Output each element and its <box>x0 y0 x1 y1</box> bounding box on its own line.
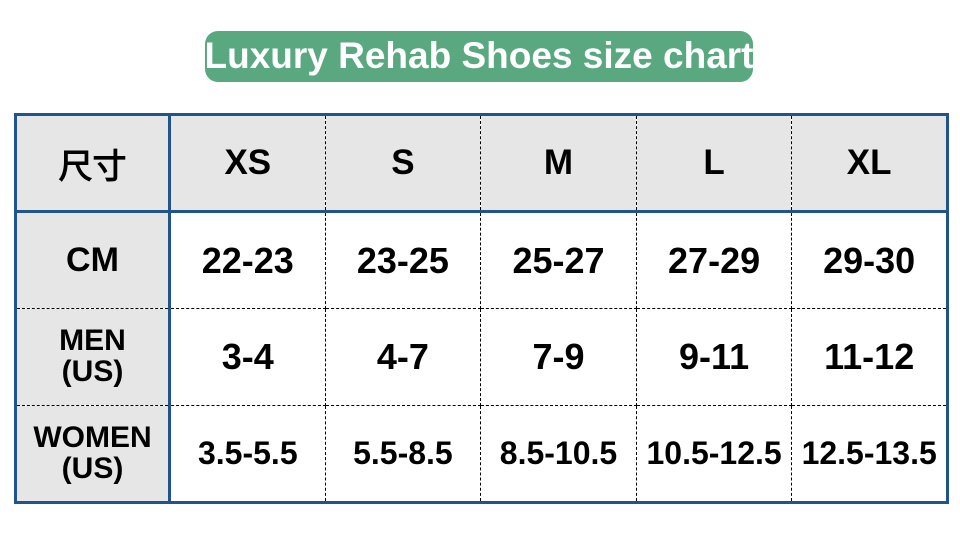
column-header-s: S <box>324 113 482 213</box>
column-header-m: M <box>480 113 637 213</box>
header-row: 尺寸 XS S M L XL <box>14 113 949 213</box>
row-label-men-line1: MEN <box>59 324 126 358</box>
size-value-cell: 3-4 <box>169 308 326 406</box>
title-banner: Luxury Rehab Shoes size chart <box>204 31 754 82</box>
size-value-cell: 29-30 <box>791 211 949 309</box>
page-title: Luxury Rehab Shoes size chart <box>204 34 754 76</box>
size-value-cell: 9-11 <box>635 308 793 406</box>
row-label-men-line2: (US) <box>61 355 124 388</box>
size-value-cell: 22-23 <box>169 211 326 309</box>
column-header-xl: XL <box>791 113 949 213</box>
size-value-cell: 3.5-5.5 <box>169 405 326 504</box>
size-value-cell: 27-29 <box>635 211 793 309</box>
size-value-cell: 8.5-10.5 <box>480 405 637 504</box>
size-chart-table: 尺寸 XS S M L XL CM 22-23 23-25 25-27 27-2… <box>14 113 949 504</box>
row-label-women: WOMEN (US) <box>14 405 171 504</box>
column-header-size: 尺寸 <box>14 113 171 213</box>
column-header-l: L <box>635 113 793 213</box>
size-value-cell: 12.5-13.5 <box>791 405 949 504</box>
size-value-cell: 10.5-12.5 <box>635 405 793 504</box>
row-label-men: MEN (US) <box>14 308 171 406</box>
row-label-women-line2: (US) <box>61 451 124 485</box>
size-value-cell: 7-9 <box>480 308 637 406</box>
row-label-women-line1: WOMEN <box>33 420 152 454</box>
size-value-cell: 11-12 <box>791 308 949 406</box>
table-row-women: WOMEN (US) 3.5-5.5 5.5-8.5 8.5-10.5 10.5… <box>14 405 949 504</box>
table-row-men: MEN (US) 3-4 4-7 7-9 9-11 11-12 <box>14 308 949 406</box>
size-value-cell: 4-7 <box>324 308 482 406</box>
column-header-xs: XS <box>169 113 326 213</box>
size-value-cell: 5.5-8.5 <box>324 405 482 504</box>
size-value-cell: 23-25 <box>324 211 482 309</box>
row-label-cm: CM <box>14 211 171 309</box>
size-value-cell: 25-27 <box>480 211 637 309</box>
table-row-cm: CM 22-23 23-25 25-27 27-29 29-30 <box>14 211 949 309</box>
